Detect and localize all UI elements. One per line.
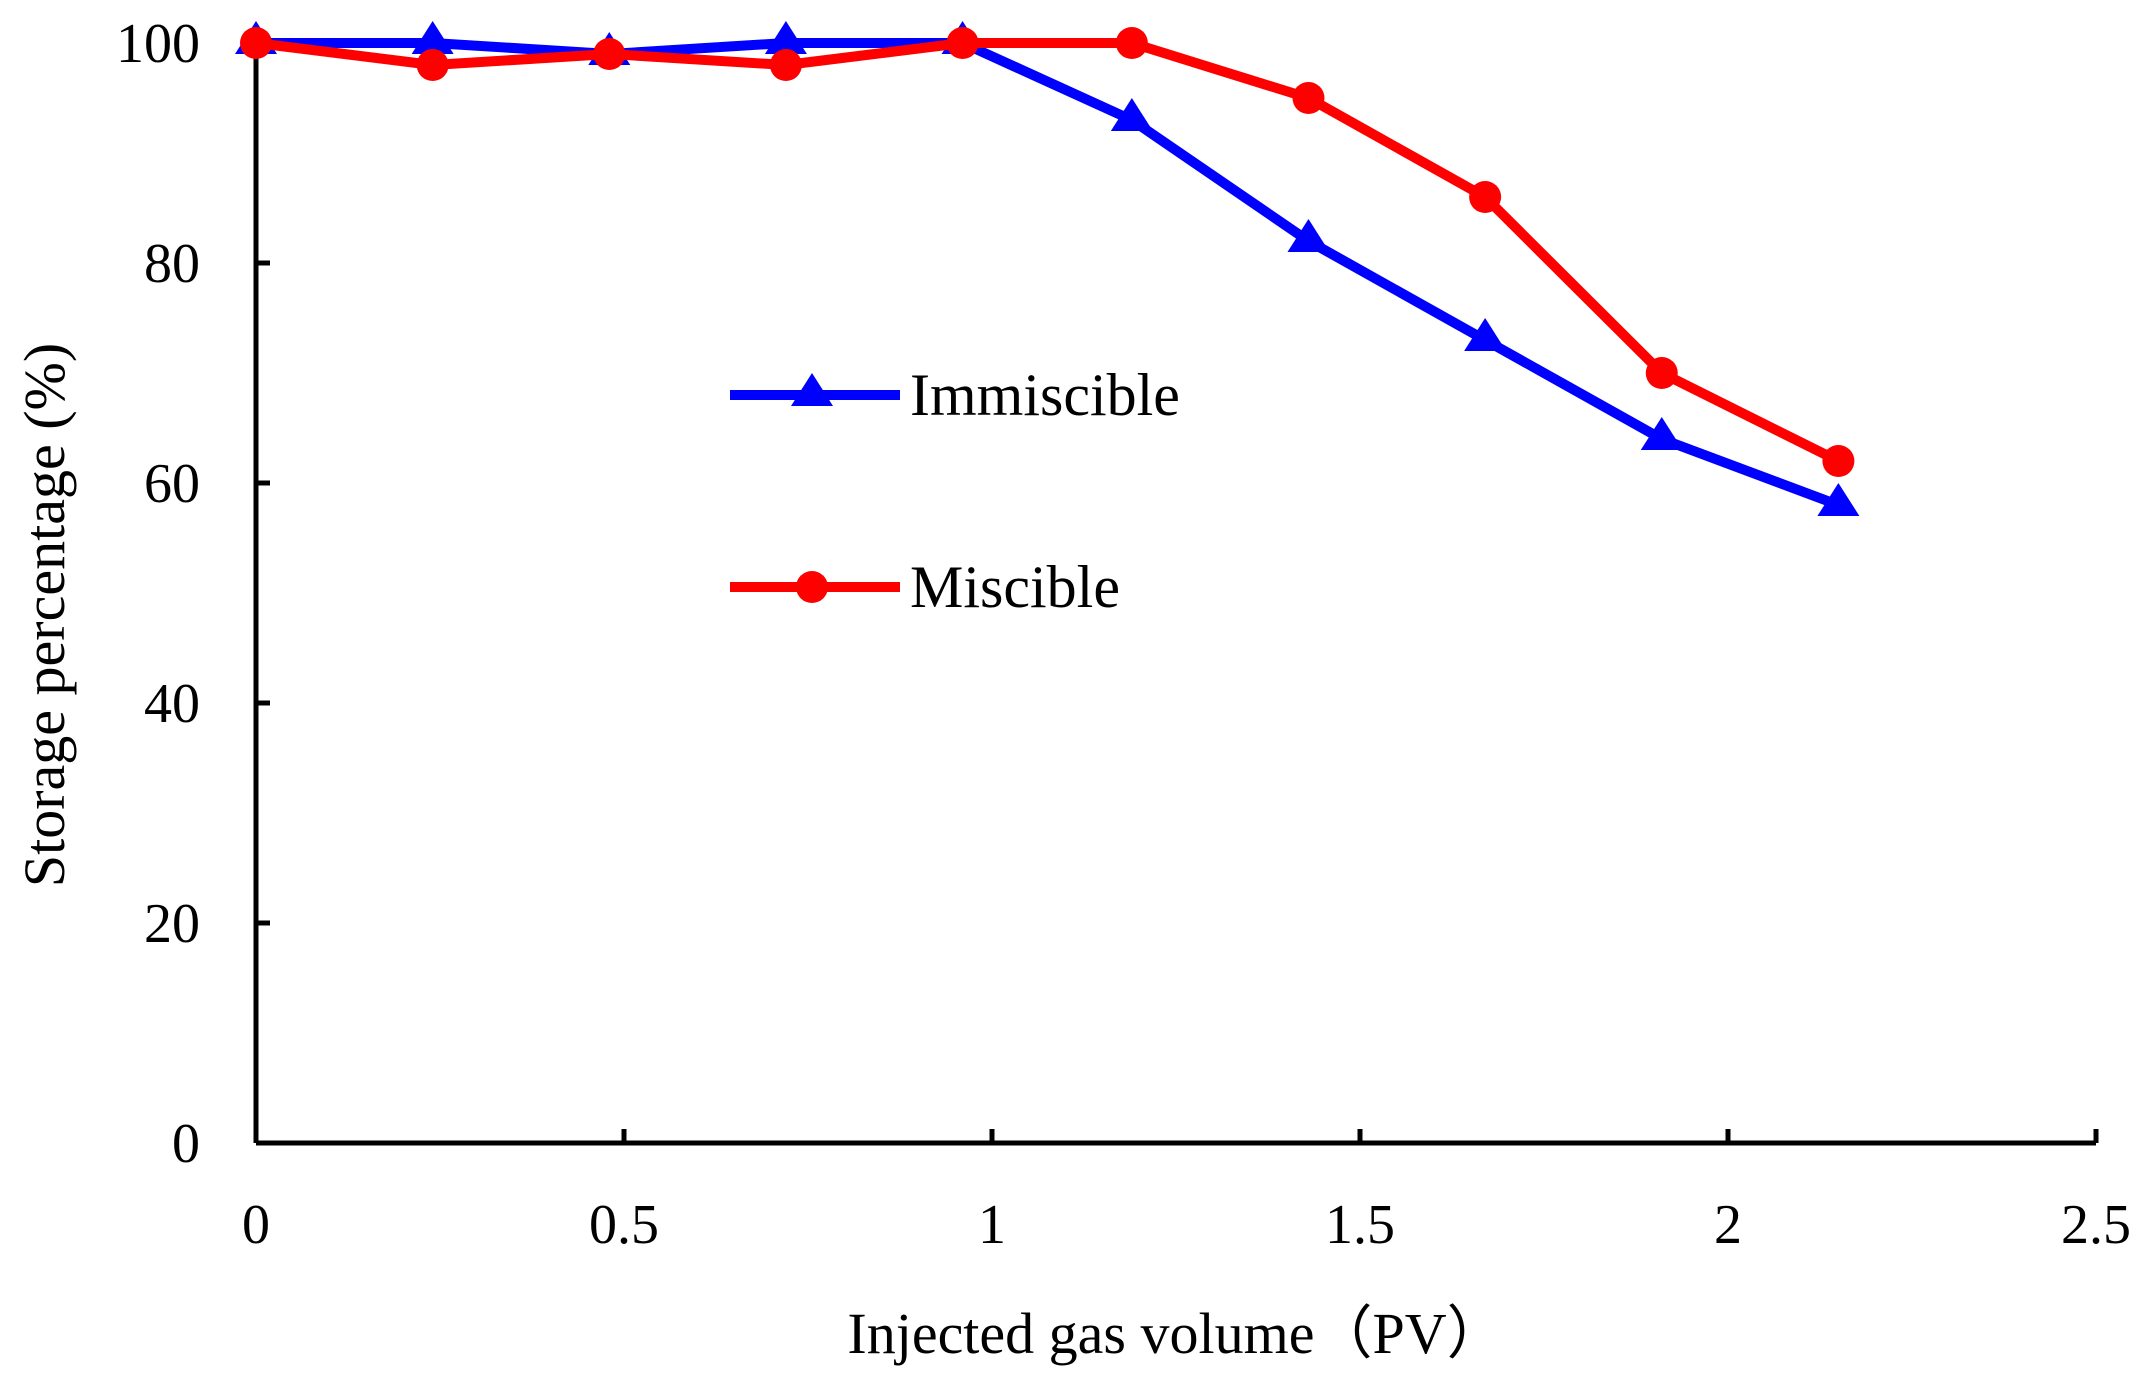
- plot-area: 0 0.5 1 1.5 2 2.5 0 20 40 60 80 100: [116, 13, 2131, 1256]
- series-line-miscible: [255, 38, 1841, 466]
- data-point-miscible: [1115, 27, 1148, 59]
- ticks-layer: 0 0.5 1 1.5 2 2.5 0 20 40 60 80 100: [116, 13, 2131, 1256]
- x-tick-label: 0.5: [589, 1194, 659, 1256]
- data-point-miscible: [769, 49, 802, 81]
- y-tick-label: 20: [144, 893, 200, 955]
- legend-item-miscible: Miscible: [730, 554, 1120, 620]
- data-point-miscible: [1822, 445, 1855, 477]
- x-axis-title: Injected gas volume（PV）: [847, 1301, 1504, 1366]
- x-tick-label: 2: [1714, 1194, 1742, 1256]
- data-point-miscible: [1292, 82, 1325, 114]
- y-tick-label: 40: [144, 673, 200, 735]
- data-point-immiscible: [1640, 417, 1683, 450]
- legend-item-immiscible: Immiscible: [730, 362, 1180, 428]
- data-point-immiscible: [1287, 219, 1330, 252]
- legend-label-immiscible: Immiscible: [910, 362, 1180, 428]
- legend-label-miscible: Miscible: [910, 554, 1120, 620]
- y-axis-title: Storage percentage (%): [12, 343, 77, 887]
- x-tick-label: 0: [242, 1194, 270, 1256]
- x-tick-label: 1: [978, 1194, 1006, 1256]
- data-point-miscible: [946, 27, 979, 59]
- legend: Immiscible Miscible: [730, 362, 1180, 620]
- x-tick-label: 1.5: [1325, 1194, 1395, 1256]
- y-tick-label: 80: [144, 233, 200, 295]
- data-point-immiscible: [411, 21, 454, 54]
- x-tick-label: 2.5: [2061, 1194, 2131, 1256]
- data-point-miscible: [416, 49, 449, 81]
- data-point-immiscible: [1110, 98, 1153, 131]
- data-point-immiscible: [1464, 318, 1507, 351]
- data-point-miscible: [593, 38, 626, 70]
- series-line-immiscible: [256, 38, 1841, 510]
- y-tick-label: 0: [172, 1113, 200, 1175]
- data-point-miscible: [1469, 181, 1502, 213]
- data-point-miscible: [1645, 357, 1678, 389]
- data-point-immiscible: [764, 21, 807, 54]
- y-tick-label: 100: [116, 13, 200, 75]
- series-layer: [235, 21, 1860, 516]
- data-point-immiscible: [1817, 483, 1860, 516]
- legend-marker-immiscible: [791, 373, 833, 406]
- data-point-miscible: [240, 27, 272, 59]
- legend-marker-miscible: [796, 571, 828, 603]
- y-tick-label: 60: [144, 453, 200, 515]
